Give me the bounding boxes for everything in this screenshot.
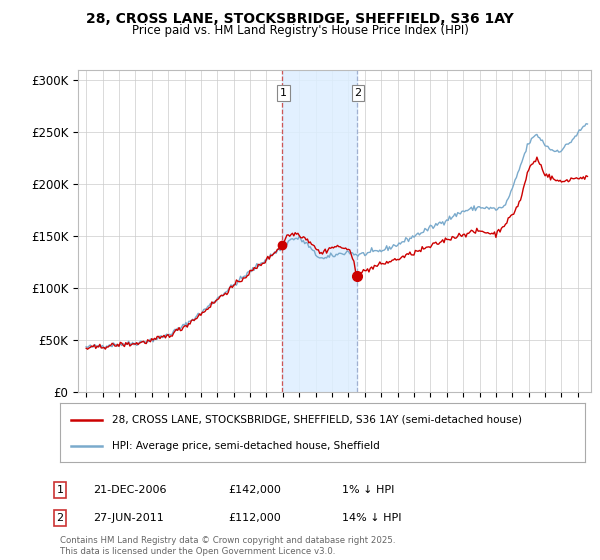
Text: 2: 2 — [56, 513, 64, 523]
Text: Price paid vs. HM Land Registry's House Price Index (HPI): Price paid vs. HM Land Registry's House … — [131, 24, 469, 36]
Text: 28, CROSS LANE, STOCKSBRIDGE, SHEFFIELD, S36 1AY (semi-detached house): 28, CROSS LANE, STOCKSBRIDGE, SHEFFIELD,… — [113, 414, 523, 424]
Text: Contains HM Land Registry data © Crown copyright and database right 2025.
This d: Contains HM Land Registry data © Crown c… — [60, 536, 395, 556]
Text: HPI: Average price, semi-detached house, Sheffield: HPI: Average price, semi-detached house,… — [113, 441, 380, 451]
Text: 27-JUN-2011: 27-JUN-2011 — [93, 513, 164, 523]
Text: 1% ↓ HPI: 1% ↓ HPI — [342, 485, 394, 495]
Text: 28, CROSS LANE, STOCKSBRIDGE, SHEFFIELD, S36 1AY: 28, CROSS LANE, STOCKSBRIDGE, SHEFFIELD,… — [86, 12, 514, 26]
Text: 21-DEC-2006: 21-DEC-2006 — [93, 485, 167, 495]
Bar — [283, 70, 356, 392]
Text: 14% ↓ HPI: 14% ↓ HPI — [342, 513, 401, 523]
Text: £142,000: £142,000 — [228, 485, 281, 495]
Text: 1: 1 — [56, 485, 64, 495]
Text: 1: 1 — [280, 88, 287, 98]
Text: £112,000: £112,000 — [228, 513, 281, 523]
Text: 2: 2 — [355, 88, 361, 98]
